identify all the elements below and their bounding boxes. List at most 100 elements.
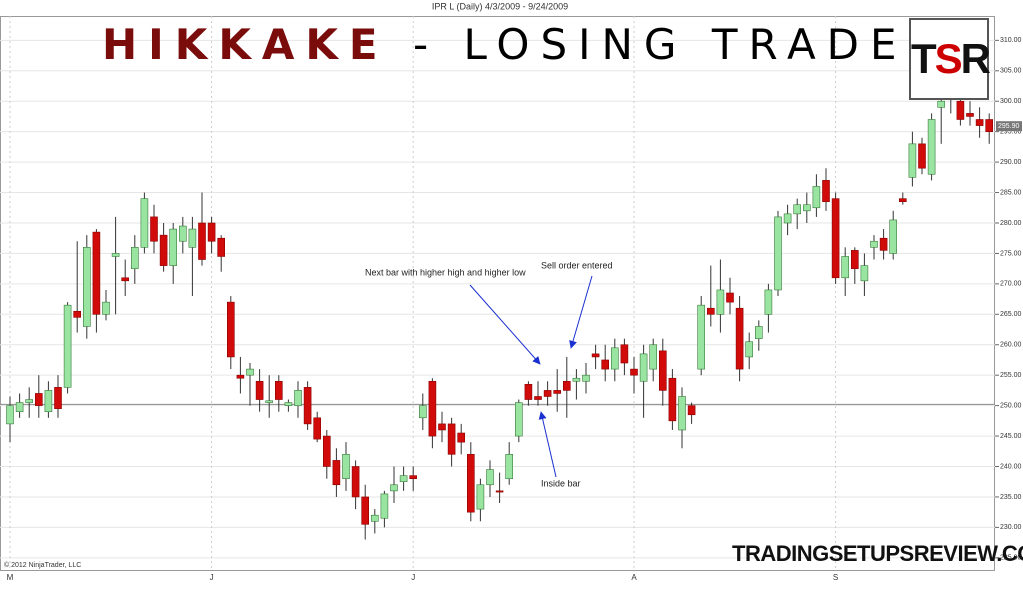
candle-body <box>764 289 773 315</box>
candle-body <box>975 119 984 126</box>
candle-body <box>937 100 946 108</box>
candle-body <box>514 402 523 437</box>
candle-body <box>841 256 850 279</box>
candle-body <box>812 186 821 209</box>
y-tick-label: 235.00 <box>1000 494 1022 501</box>
candle-body <box>188 228 197 248</box>
candle-body <box>678 396 686 431</box>
candle-body <box>966 113 974 117</box>
candle-body <box>802 204 811 212</box>
candle-body <box>754 326 763 339</box>
candle-body <box>438 423 446 431</box>
candle-body <box>380 493 389 519</box>
y-tick-label: 290.00 <box>1000 159 1022 166</box>
candle-body <box>918 143 926 169</box>
chart-title: IPR L (Daily) 4/3/2009 - 9/24/2009 <box>432 1 568 11</box>
candle-body <box>83 247 91 327</box>
y-tick-label: 225.00 <box>1000 555 1022 562</box>
candle-body <box>687 405 696 416</box>
candle-body <box>418 405 427 419</box>
logo-letter: S <box>934 35 963 82</box>
candle-body <box>303 387 312 425</box>
candle-body <box>649 344 658 370</box>
watermark: TRADINGSETUPSREVIEW.COM <box>732 541 1023 566</box>
candle-body <box>889 219 898 254</box>
candle-body <box>457 432 466 443</box>
x-tick-label: M <box>7 573 14 582</box>
last-price-tag <box>996 121 1022 132</box>
candle-body <box>6 405 14 425</box>
candle-body <box>562 380 571 391</box>
candle-body <box>543 390 552 397</box>
candle-body <box>783 213 792 224</box>
candle-body <box>658 350 667 391</box>
arrow <box>538 411 557 478</box>
candle-body <box>140 198 149 248</box>
candle-body <box>246 368 254 376</box>
y-tick-label: 250.00 <box>1000 402 1022 409</box>
arrow <box>469 284 541 365</box>
headline-rest: - LOSING TRADE <box>412 20 908 69</box>
candle-body <box>898 198 907 202</box>
candle-body <box>332 460 341 486</box>
y-tick-label: 255.00 <box>1000 372 1022 379</box>
candle-body <box>706 307 715 315</box>
x-tick-label: J <box>411 573 415 582</box>
y-tick-label: 230.00 <box>1000 524 1022 531</box>
candle-body <box>466 454 475 513</box>
candle-body <box>207 222 216 242</box>
candle-body <box>582 374 590 382</box>
annotation: Inside bar <box>541 478 581 488</box>
candle-body <box>25 399 34 403</box>
candle-body <box>159 234 168 266</box>
candle-body <box>879 237 888 251</box>
x-tick-label: A <box>631 573 637 582</box>
headline: HIKKAKE - LOSING TRADE <box>102 20 908 69</box>
candle-body <box>121 277 129 282</box>
candle-body <box>111 253 120 257</box>
annotation: Next bar with higher high and higher low <box>365 267 526 277</box>
candle-body <box>34 393 43 406</box>
candle-body <box>495 490 504 493</box>
candle-body <box>745 341 754 358</box>
candle-body <box>716 289 725 315</box>
candle-body <box>342 454 350 479</box>
candle-body <box>44 390 53 413</box>
candle-body <box>793 204 802 215</box>
candle-body <box>610 347 619 370</box>
last-price-label: 295.90 <box>998 123 1020 130</box>
x-tick-label: J <box>210 573 214 582</box>
x-tick-label: S <box>833 573 838 582</box>
candle-body <box>601 359 610 370</box>
candle-body <box>447 423 456 455</box>
candle-body <box>217 237 225 257</box>
candle-body <box>774 216 782 291</box>
candle-body <box>831 198 840 279</box>
candle-body <box>63 304 72 388</box>
candle-body <box>524 384 533 400</box>
candle-body <box>726 292 734 303</box>
candle-body <box>255 380 264 400</box>
candle-body <box>620 344 629 364</box>
candle-body <box>322 435 331 467</box>
candle-body <box>591 353 600 358</box>
candle-body <box>505 454 514 479</box>
candle-body <box>908 143 917 178</box>
candle-body <box>860 265 869 282</box>
candle-body <box>822 180 830 202</box>
candle-body <box>351 466 360 498</box>
candle-body <box>284 402 293 406</box>
candle-body <box>476 484 485 510</box>
y-tick-label: 305.00 <box>1000 68 1022 75</box>
y-tick-label: 265.00 <box>1000 311 1022 318</box>
logo: TSR <box>909 18 991 100</box>
candle-body <box>150 216 158 242</box>
candle-body <box>198 222 206 260</box>
candle-body <box>985 119 994 132</box>
candle-body <box>236 374 245 379</box>
candle-body <box>15 402 24 413</box>
logo-letter: R <box>960 35 991 82</box>
candle-body <box>630 368 638 376</box>
headline-highlight: HIKKAKE <box>102 20 389 69</box>
